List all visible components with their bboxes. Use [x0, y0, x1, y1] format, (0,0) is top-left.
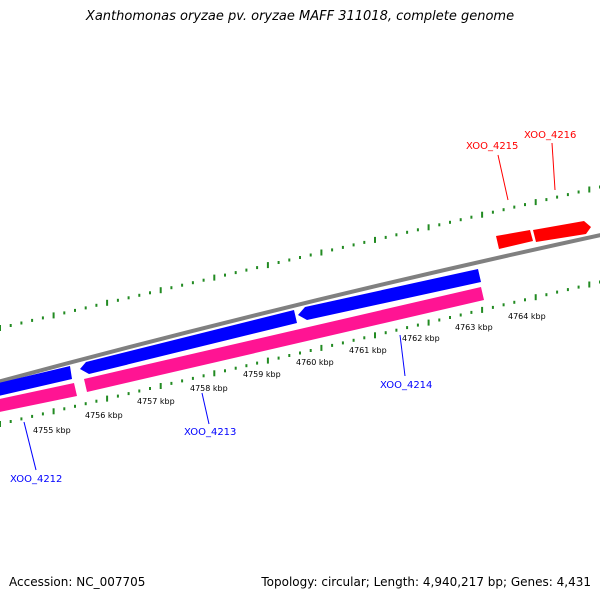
forward-strand-track — [496, 221, 591, 249]
map-title: Xanthomonas oryzae pv. oryzae MAFF 31101… — [85, 9, 515, 24]
gene-label-xoo-4215[interactable]: XOO_4215 — [466, 141, 518, 152]
genome-summary-text: Topology: circular; Length: 4,940,217 bp… — [261, 575, 591, 589]
ruler-label: 4763 kbp — [455, 323, 493, 332]
gene-feature-xoo-4212[interactable] — [0, 383, 77, 414]
gene-label-xoo-4216[interactable]: XOO_4216 — [524, 130, 576, 141]
ruler-label: 4759 kbp — [243, 370, 281, 379]
gene-feature-xoo-4213-4214[interactable] — [84, 287, 484, 392]
gene-arrow-xoo-4212[interactable] — [0, 366, 72, 398]
ruler-label: 4761 kbp — [349, 346, 387, 355]
ruler-label: 4760 kbp — [296, 358, 334, 367]
leader-line-xoo-4214 — [399, 334, 406, 377]
ruler-label: 4762 kbp — [402, 334, 440, 343]
gene-label-xoo-4212[interactable]: XOO_4212 — [10, 474, 62, 485]
ruler-label: 4757 kbp — [137, 397, 175, 406]
leader-line-xoo-4216 — [551, 142, 556, 191]
gene-label-xoo-4213[interactable]: XOO_4213 — [184, 427, 236, 438]
gene-arrow-xoo-4213[interactable] — [80, 310, 297, 374]
gene-label-xoo-4214[interactable]: XOO_4214 — [380, 380, 432, 391]
accession-text: Accession: NC_007705 — [9, 575, 146, 589]
gene-arrow-xoo-4215[interactable] — [496, 230, 533, 249]
leader-line-xoo-4213 — [201, 392, 210, 425]
genome-backbone — [0, 233, 600, 384]
gene-feature-track — [0, 287, 484, 414]
ruler-label: 4756 kbp — [85, 411, 123, 420]
ruler-label: 4764 kbp — [508, 312, 546, 321]
ruler-label: 4758 kbp — [190, 384, 228, 393]
gene-arrow-xoo-4214[interactable] — [298, 269, 481, 320]
leader-line-xoo-4215 — [497, 154, 509, 201]
outer-tick-track — [0, 185, 600, 331]
gene-arrow-xoo-4216[interactable] — [533, 221, 591, 242]
gene-labels: XOO_4212 XOO_4213 XOO_4214 XOO_4215 XOO_… — [10, 130, 576, 485]
ruler-labels: 4755 kbp 4756 kbp 4757 kbp 4758 kbp 4759… — [33, 312, 546, 435]
ruler-label: 4755 kbp — [33, 426, 71, 435]
inner-tick-ruler — [0, 280, 600, 427]
reverse-strand-track — [0, 269, 481, 398]
leader-line-xoo-4212 — [23, 421, 37, 471]
